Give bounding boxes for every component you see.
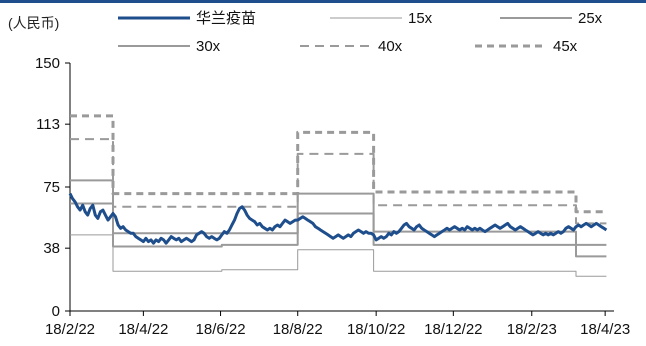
series-line-45x	[70, 114, 607, 214]
x-tick-label: 18/10/22	[347, 321, 405, 338]
x-tick-label: 18/2/22	[45, 321, 95, 338]
legend-label-华兰疫苗: 华兰疫苗	[196, 10, 256, 27]
y-tick-label: 0	[52, 303, 60, 320]
y-tick-label: 38	[43, 240, 60, 257]
x-tick-label: 18/8/22	[273, 321, 323, 338]
series-line-华兰疫苗	[68, 192, 608, 245]
legend-label-30x: 30x	[196, 38, 221, 55]
x-tick-label: 18/6/22	[196, 321, 246, 338]
header-rule	[0, 0, 646, 3]
series-layer	[68, 114, 608, 277]
legend-label-40x: 40x	[378, 38, 403, 55]
x-tick-label: 18/2/23	[507, 321, 557, 338]
x-tick-label: 18/4/23	[580, 321, 630, 338]
y-axis-unit-label: (人民币)	[8, 15, 59, 31]
axes: 0 38 75 113 150 18/2/22 18/4/22 18/6/22 18/8/22 1…	[35, 55, 630, 338]
x-tick-label: 18/4/22	[118, 321, 168, 338]
legend: 华兰疫苗 15x 25x 30x 40x 45x	[118, 10, 603, 55]
series-line-40x	[70, 138, 607, 225]
legend-label-15x: 15x	[408, 10, 433, 27]
series-line-15x	[70, 234, 607, 277]
legend-label-45x: 45x	[553, 38, 578, 55]
y-tick-label: 75	[43, 179, 60, 196]
x-tick-label: 18/12/22	[424, 321, 482, 338]
legend-label-25x: 25x	[578, 10, 603, 27]
y-tick-label: 150	[35, 55, 60, 72]
y-tick-label: 113	[36, 116, 60, 133]
